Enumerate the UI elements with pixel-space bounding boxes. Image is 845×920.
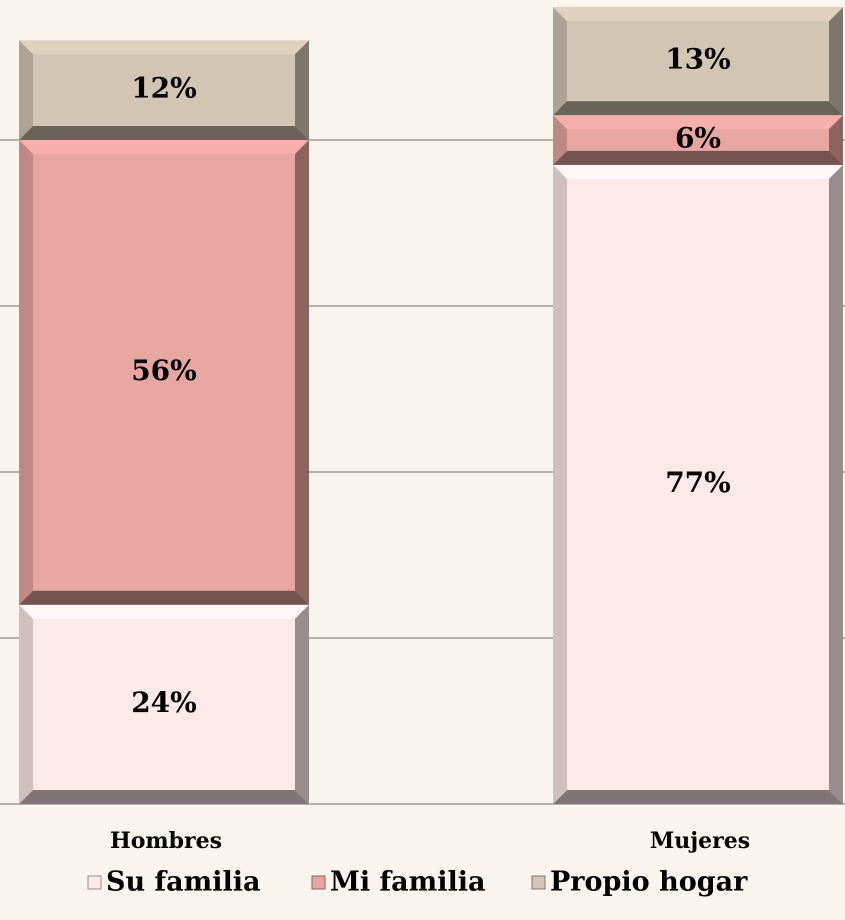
bar-segment <box>553 164 843 804</box>
value-label: 13% <box>665 43 731 76</box>
bevel-right <box>295 140 309 605</box>
bevel-bottom <box>553 101 843 116</box>
bar <box>19 140 309 605</box>
bar-segment <box>19 40 309 140</box>
legend-label: Su familia <box>106 867 260 898</box>
bar <box>553 7 843 116</box>
bevel-bottom <box>19 126 309 140</box>
legend-label: Propio hogar <box>550 867 748 898</box>
bevel-left <box>553 7 567 116</box>
bevel-left <box>553 164 567 804</box>
bar <box>553 164 843 804</box>
x-tick-label: Mujeres <box>650 828 750 854</box>
bevel-left <box>19 140 33 605</box>
legend-swatch <box>311 875 326 890</box>
bevel-right <box>829 164 843 804</box>
bar <box>19 604 309 804</box>
bevel-right <box>829 115 843 165</box>
bevel-top <box>19 40 309 55</box>
bevel-bottom <box>553 150 843 165</box>
bar <box>19 40 309 140</box>
bevel-top <box>553 115 843 130</box>
bar-segment <box>553 115 843 165</box>
bevel-right <box>295 604 309 804</box>
bevel-left <box>19 40 33 140</box>
bar-segment <box>19 140 309 605</box>
bar-segment <box>19 604 309 804</box>
legend-swatch <box>87 875 102 890</box>
bevel-left <box>553 115 567 165</box>
bevel-right <box>829 7 843 116</box>
value-label: 77% <box>665 466 731 499</box>
bevel-top <box>19 604 309 619</box>
value-label: 6% <box>675 122 721 155</box>
legend-label: Mi familia <box>330 867 486 898</box>
bevel-top <box>553 164 843 179</box>
bevel-bottom <box>553 790 843 804</box>
bevel-bottom <box>19 790 309 804</box>
x-tick-label: Hombres <box>110 828 222 854</box>
bar-segment <box>553 7 843 116</box>
bevel-bottom <box>19 590 309 605</box>
bevel-left <box>19 604 33 804</box>
bevel-top <box>553 7 843 22</box>
bevel-right <box>295 40 309 140</box>
bevel-top <box>19 140 309 154</box>
legend-swatch <box>531 875 546 890</box>
value-label: 24% <box>131 686 197 719</box>
value-label: 12% <box>131 72 197 105</box>
value-label: 56% <box>131 354 197 387</box>
